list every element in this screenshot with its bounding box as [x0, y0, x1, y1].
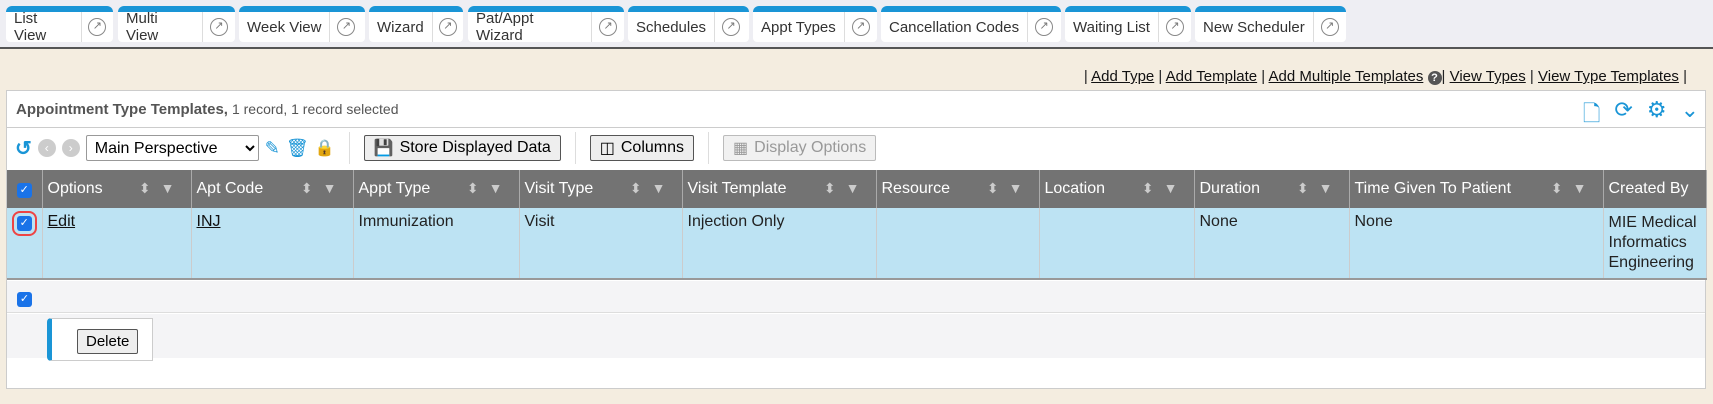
sort-filter-icon: ⬍▼ — [466, 180, 513, 196]
col-location[interactable]: Location ⬍▼ — [1039, 170, 1195, 208]
panel-title: Appointment Type Templates, — [16, 100, 228, 118]
tab-multi-view[interactable]: Multi View ↗ — [118, 6, 235, 44]
open-external-icon[interactable]: ↗ — [433, 18, 463, 36]
columns-icon: ◫ — [599, 140, 615, 157]
tab-cancellation-codes[interactable]: Cancellation Codes ↗ — [881, 6, 1061, 42]
tab-bar: List View ↗ Multi View ↗ Week View ↗ Wizard… — [0, 0, 1713, 49]
col-apt-code[interactable]: Apt Code ⬍▼ — [191, 170, 354, 208]
delete-button[interactable]: Delete — [77, 329, 139, 354]
add-type-link[interactable]: Add Type — [1091, 68, 1155, 85]
new-document-icon[interactable]: 🗋 — [1582, 101, 1601, 126]
tab-wizard[interactable]: Wizard ↗ — [369, 6, 463, 42]
trash-icon[interactable]: 🗑 — [285, 137, 309, 158]
col-resource[interactable]: Resource ⬍▼ — [876, 170, 1040, 208]
open-external-icon[interactable]: ↗ — [715, 18, 747, 36]
store-displayed-data-button[interactable]: 💾 Store Displayed Data — [363, 135, 561, 161]
refresh-icon[interactable]: ⟳ — [1614, 97, 1633, 122]
add-template-link[interactable]: Add Template — [1165, 68, 1258, 85]
sort-filter-icon: ⬍▼ — [1141, 180, 1188, 196]
open-external-icon[interactable]: ↗ — [592, 18, 624, 36]
col-visit-template[interactable]: Visit Template ⬍▼ — [682, 170, 877, 208]
select-all-checkbox[interactable]: ✓ — [7, 170, 43, 208]
back-icon[interactable]: ‹ — [37, 139, 56, 157]
bulk-select-checkbox[interactable]: ✓ — [17, 292, 32, 307]
apt-code-link[interactable]: INJ — [196, 213, 221, 230]
col-options[interactable]: Options ⬍▼ — [42, 170, 192, 208]
row-checkbox[interactable]: ✓ — [11, 211, 37, 236]
chevron-down-icon[interactable]: ⌄ — [1680, 97, 1699, 122]
col-appt-type[interactable]: Appt Type ⬍▼ — [353, 170, 520, 208]
sort-filter-icon: ⬍▼ — [138, 180, 185, 196]
tab-new-scheduler[interactable]: New Scheduler ↗ — [1195, 6, 1346, 42]
display-options-button[interactable]: ▦ Display Options — [723, 135, 877, 161]
table-icon: ▦ — [733, 140, 749, 157]
tab-list-view[interactable]: List View ↗ — [6, 6, 113, 44]
tab-schedules[interactable]: Schedules ↗ — [628, 6, 749, 42]
col-created-by[interactable]: Created By — [1603, 170, 1707, 208]
sort-filter-icon: ⬍▼ — [1296, 180, 1343, 196]
table-row[interactable]: ✓ Edit INJ Immunization Visit Injection … — [7, 208, 1707, 280]
open-external-icon[interactable]: ↗ — [1159, 18, 1191, 36]
open-external-icon[interactable]: ↗ — [1028, 18, 1060, 36]
tab-appt-types[interactable]: Appt Types ↗ — [753, 6, 877, 42]
add-multiple-templates-link[interactable]: Add Multiple Templates — [1268, 68, 1424, 85]
panel-header: Appointment Type Templates, 1 record, 1 … — [7, 91, 1705, 128]
open-external-icon[interactable]: ↗ — [203, 18, 235, 36]
columns-button[interactable]: ◫ Columns — [589, 135, 695, 161]
bulk-actions: Delete — [7, 314, 1705, 361]
sort-filter-icon: ⬍▼ — [1550, 180, 1597, 196]
col-duration[interactable]: Duration ⬍▼ — [1194, 170, 1350, 208]
col-visit-type[interactable]: Visit Type ⬍▼ — [519, 170, 683, 208]
open-external-icon[interactable]: ↗ — [1314, 18, 1346, 36]
templates-panel: Appointment Type Templates, 1 record, 1 … — [6, 90, 1707, 389]
col-time-given[interactable]: Time Given To Patient ⬍▼ — [1349, 170, 1604, 208]
tab-waiting-list[interactable]: Waiting List ↗ — [1065, 6, 1191, 42]
undo-icon[interactable]: ↺ — [15, 137, 32, 160]
open-external-icon[interactable]: ↗ — [330, 18, 362, 36]
tab-pat-appt-wizard[interactable]: Pat/Appt Wizard ↗ — [468, 6, 624, 44]
bulk-select-row: ✓ — [7, 281, 1705, 313]
sort-filter-icon: ⬍▼ — [823, 180, 870, 196]
sort-filter-icon: ⬍▼ — [300, 180, 347, 196]
view-type-templates-link[interactable]: View Type Templates — [1538, 68, 1679, 85]
save-icon: 💾 — [373, 140, 394, 157]
action-links: | Add Type | Add Template | Add Multiple… — [1083, 68, 1687, 85]
record-count: 1 record, 1 record selected — [231, 101, 399, 117]
gear-icon[interactable]: ⚙ — [1646, 97, 1667, 122]
help-icon[interactable]: ? — [1427, 71, 1442, 85]
table-header: ✓ Options ⬍▼ Apt Code ⬍▼ Appt Type ⬍▼ Visit… — [7, 170, 1707, 208]
open-external-icon[interactable]: ↗ — [845, 18, 877, 36]
sort-filter-icon: ⬍▼ — [986, 180, 1033, 196]
perspective-select[interactable]: Main Perspective — [85, 135, 259, 161]
toolbar: ↺ ‹ › Main Perspective ✎ 🗑 🔒 💾 Store Disp… — [7, 128, 1705, 168]
forward-icon[interactable]: › — [61, 139, 80, 157]
open-external-icon[interactable]: ↗ — [82, 18, 113, 36]
tab-week-view[interactable]: Week View ↗ — [239, 6, 365, 42]
templates-table: ✓ Options ⬍▼ Apt Code ⬍▼ Appt Type ⬍▼ Visit… — [7, 170, 1707, 280]
view-types-link[interactable]: View Types — [1449, 68, 1526, 85]
pencil-icon[interactable]: ✎ — [264, 137, 280, 158]
lock-icon[interactable]: 🔒 — [314, 140, 335, 157]
edit-link[interactable]: Edit — [47, 213, 76, 230]
sort-filter-icon: ⬍▼ — [629, 180, 676, 196]
